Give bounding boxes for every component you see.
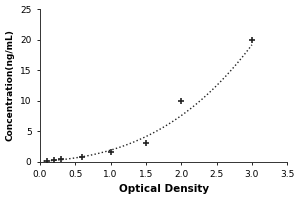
X-axis label: Optical Density: Optical Density <box>118 184 209 194</box>
Y-axis label: Concentration(ng/mL): Concentration(ng/mL) <box>6 29 15 141</box>
